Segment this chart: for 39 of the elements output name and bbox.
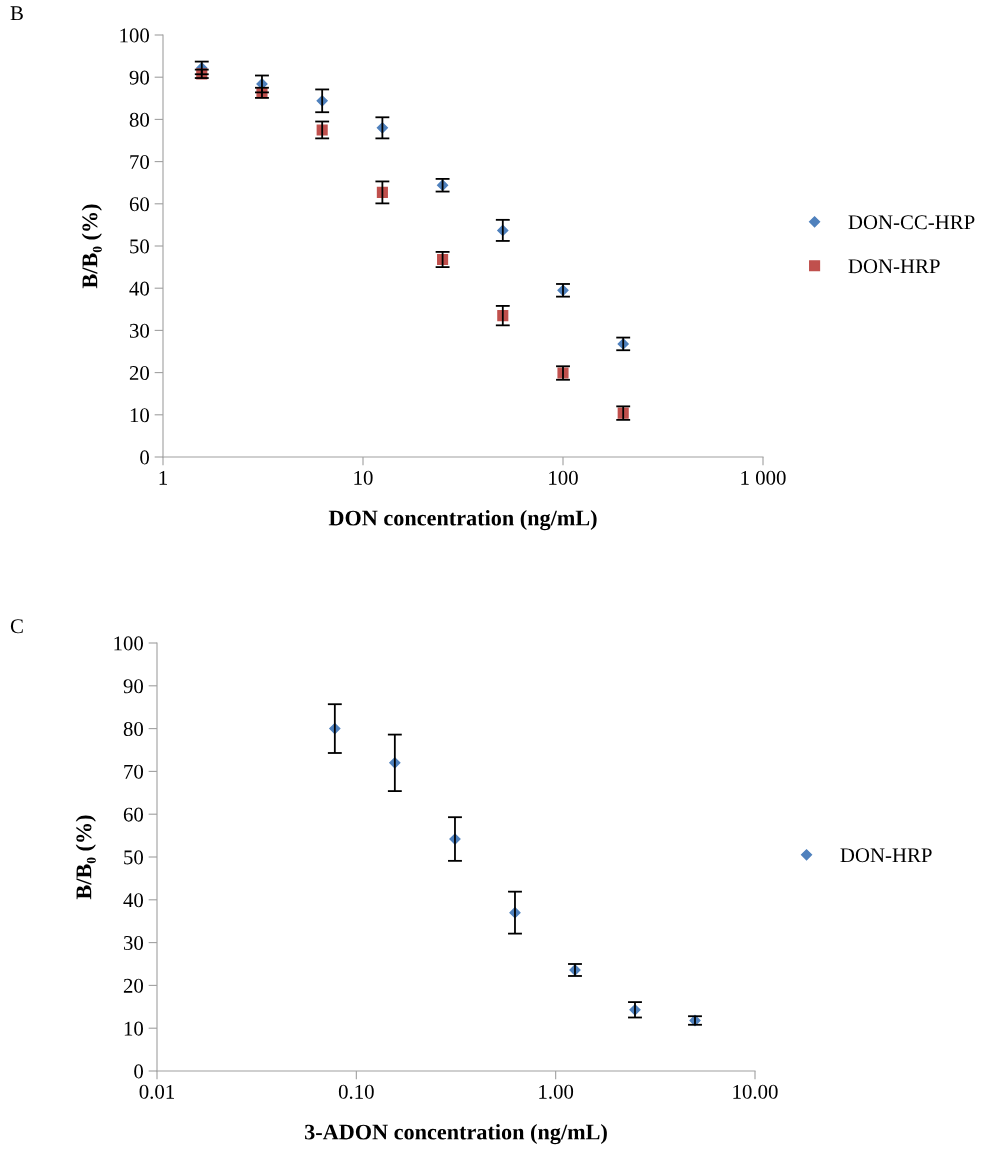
x-tick-label: 100 — [549, 470, 578, 485]
x-axis-title: 3-ADON concentration (ng/mL) — [305, 1123, 607, 1145]
legend-label: DON-HRP — [848, 259, 940, 274]
y-tick-label: 60 — [123, 807, 144, 822]
x-tick-label: 1 000 — [741, 470, 786, 485]
legend-label: DON-HRP — [840, 848, 932, 863]
y-tick-label: 100 — [120, 28, 150, 43]
y-tick-label: 50 — [130, 239, 150, 254]
x-tick-label: 0.01 — [139, 1084, 174, 1099]
y-tick-label: 100 — [114, 636, 144, 651]
y-tick-label: 40 — [123, 893, 144, 908]
y-tick-label: 50 — [124, 850, 144, 865]
y-axis-title: B/B₀ (%) — [75, 815, 96, 900]
y-tick-label: 70 — [124, 764, 144, 779]
x-tick-label: 10 — [354, 470, 373, 485]
y-tick-label: 30 — [129, 323, 150, 338]
x-axis-title: DON concentration (ng/mL) — [328, 509, 597, 531]
x-tick-label: 10.00 — [733, 1084, 778, 1099]
y-tick-label: 20 — [129, 365, 150, 381]
text: B — [10, 6, 23, 21]
y-tick-label: 80 — [129, 112, 150, 127]
y-tick-label: 90 — [129, 70, 150, 85]
y-tick-label: 20 — [123, 978, 144, 993]
y-axis-title: B/B₀ (%) — [81, 204, 102, 289]
y-tick-label: 0 — [140, 450, 150, 465]
legend-label: DON-CC-HRP — [848, 215, 975, 230]
y-tick-label: 0 — [134, 1064, 144, 1079]
y-tick-label: 40 — [129, 281, 150, 296]
x-tick-label: 0.10 — [338, 1084, 374, 1099]
y-tick-label: 30 — [123, 935, 144, 951]
text: C — [10, 619, 23, 634]
y-tick-label: 80 — [123, 721, 144, 737]
y-tick-label: 10 — [124, 1021, 144, 1036]
x-tick-label: 1 — [159, 470, 167, 485]
y-tick-label: 10 — [130, 408, 150, 423]
y-tick-label: 70 — [130, 154, 150, 170]
y-tick-label: 60 — [129, 197, 150, 212]
x-tick-label: 1.00 — [539, 1084, 574, 1099]
y-tick-label: 90 — [123, 679, 144, 694]
